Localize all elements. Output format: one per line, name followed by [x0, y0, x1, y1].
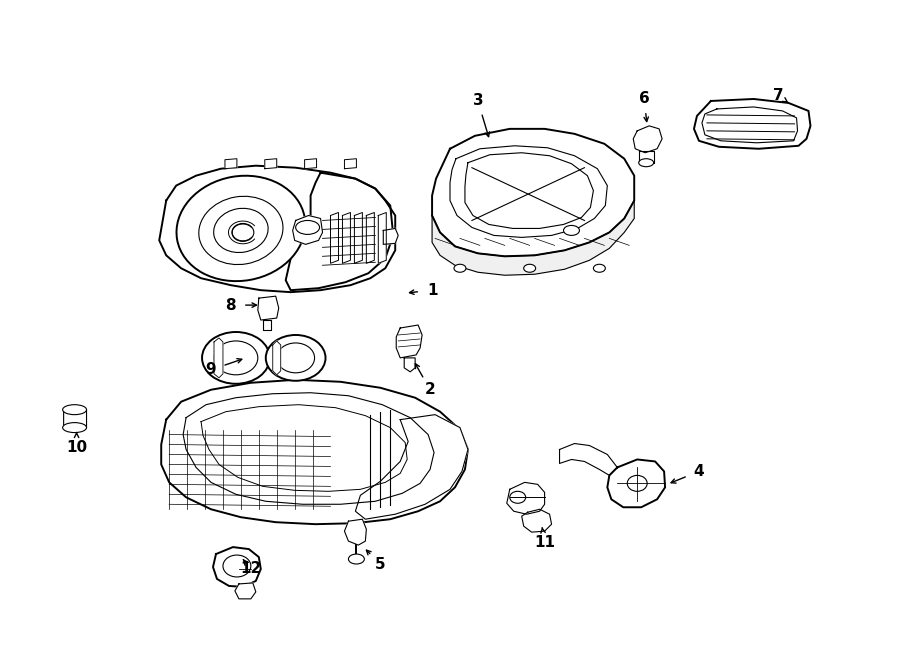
Polygon shape: [383, 229, 398, 245]
Text: 11: 11: [534, 535, 555, 549]
Polygon shape: [378, 212, 386, 263]
Polygon shape: [64, 406, 86, 432]
Polygon shape: [694, 99, 811, 149]
Ellipse shape: [639, 159, 653, 167]
Ellipse shape: [63, 422, 86, 432]
Polygon shape: [366, 212, 374, 263]
Text: 6: 6: [639, 91, 650, 106]
Polygon shape: [345, 519, 366, 545]
Polygon shape: [265, 159, 276, 169]
Polygon shape: [355, 212, 363, 263]
Text: 2: 2: [425, 382, 436, 397]
Ellipse shape: [266, 335, 326, 381]
Text: 7: 7: [773, 89, 784, 104]
Polygon shape: [161, 380, 468, 524]
Polygon shape: [432, 200, 634, 275]
Text: 8: 8: [226, 297, 236, 313]
Text: 5: 5: [375, 557, 385, 572]
Polygon shape: [213, 547, 261, 587]
Ellipse shape: [454, 264, 466, 272]
Polygon shape: [285, 173, 393, 290]
Text: 10: 10: [66, 440, 87, 455]
Text: 9: 9: [206, 362, 216, 377]
Text: 3: 3: [472, 93, 483, 108]
Polygon shape: [345, 159, 356, 169]
Ellipse shape: [63, 405, 86, 414]
Polygon shape: [608, 459, 665, 507]
Text: 1: 1: [427, 283, 437, 297]
Ellipse shape: [232, 223, 254, 241]
Ellipse shape: [176, 176, 305, 281]
Polygon shape: [522, 509, 552, 532]
Ellipse shape: [563, 225, 580, 235]
Ellipse shape: [348, 554, 364, 564]
Ellipse shape: [199, 196, 283, 264]
Ellipse shape: [593, 264, 606, 272]
Polygon shape: [356, 414, 468, 519]
Text: 4: 4: [694, 464, 705, 479]
Ellipse shape: [202, 332, 270, 384]
Ellipse shape: [524, 264, 536, 272]
Polygon shape: [273, 341, 281, 375]
Polygon shape: [507, 483, 544, 514]
Polygon shape: [235, 583, 256, 599]
Ellipse shape: [296, 221, 320, 235]
Polygon shape: [257, 296, 279, 320]
Polygon shape: [330, 212, 338, 263]
Polygon shape: [214, 338, 223, 378]
Polygon shape: [159, 166, 395, 292]
Polygon shape: [634, 126, 662, 153]
Polygon shape: [432, 129, 634, 256]
Polygon shape: [343, 212, 350, 263]
Polygon shape: [225, 159, 237, 169]
Polygon shape: [639, 151, 654, 163]
Polygon shape: [404, 358, 415, 372]
Polygon shape: [560, 444, 617, 475]
Polygon shape: [292, 215, 322, 245]
Polygon shape: [304, 159, 317, 169]
Polygon shape: [263, 320, 271, 330]
Polygon shape: [396, 325, 422, 358]
Text: 12: 12: [240, 561, 262, 576]
